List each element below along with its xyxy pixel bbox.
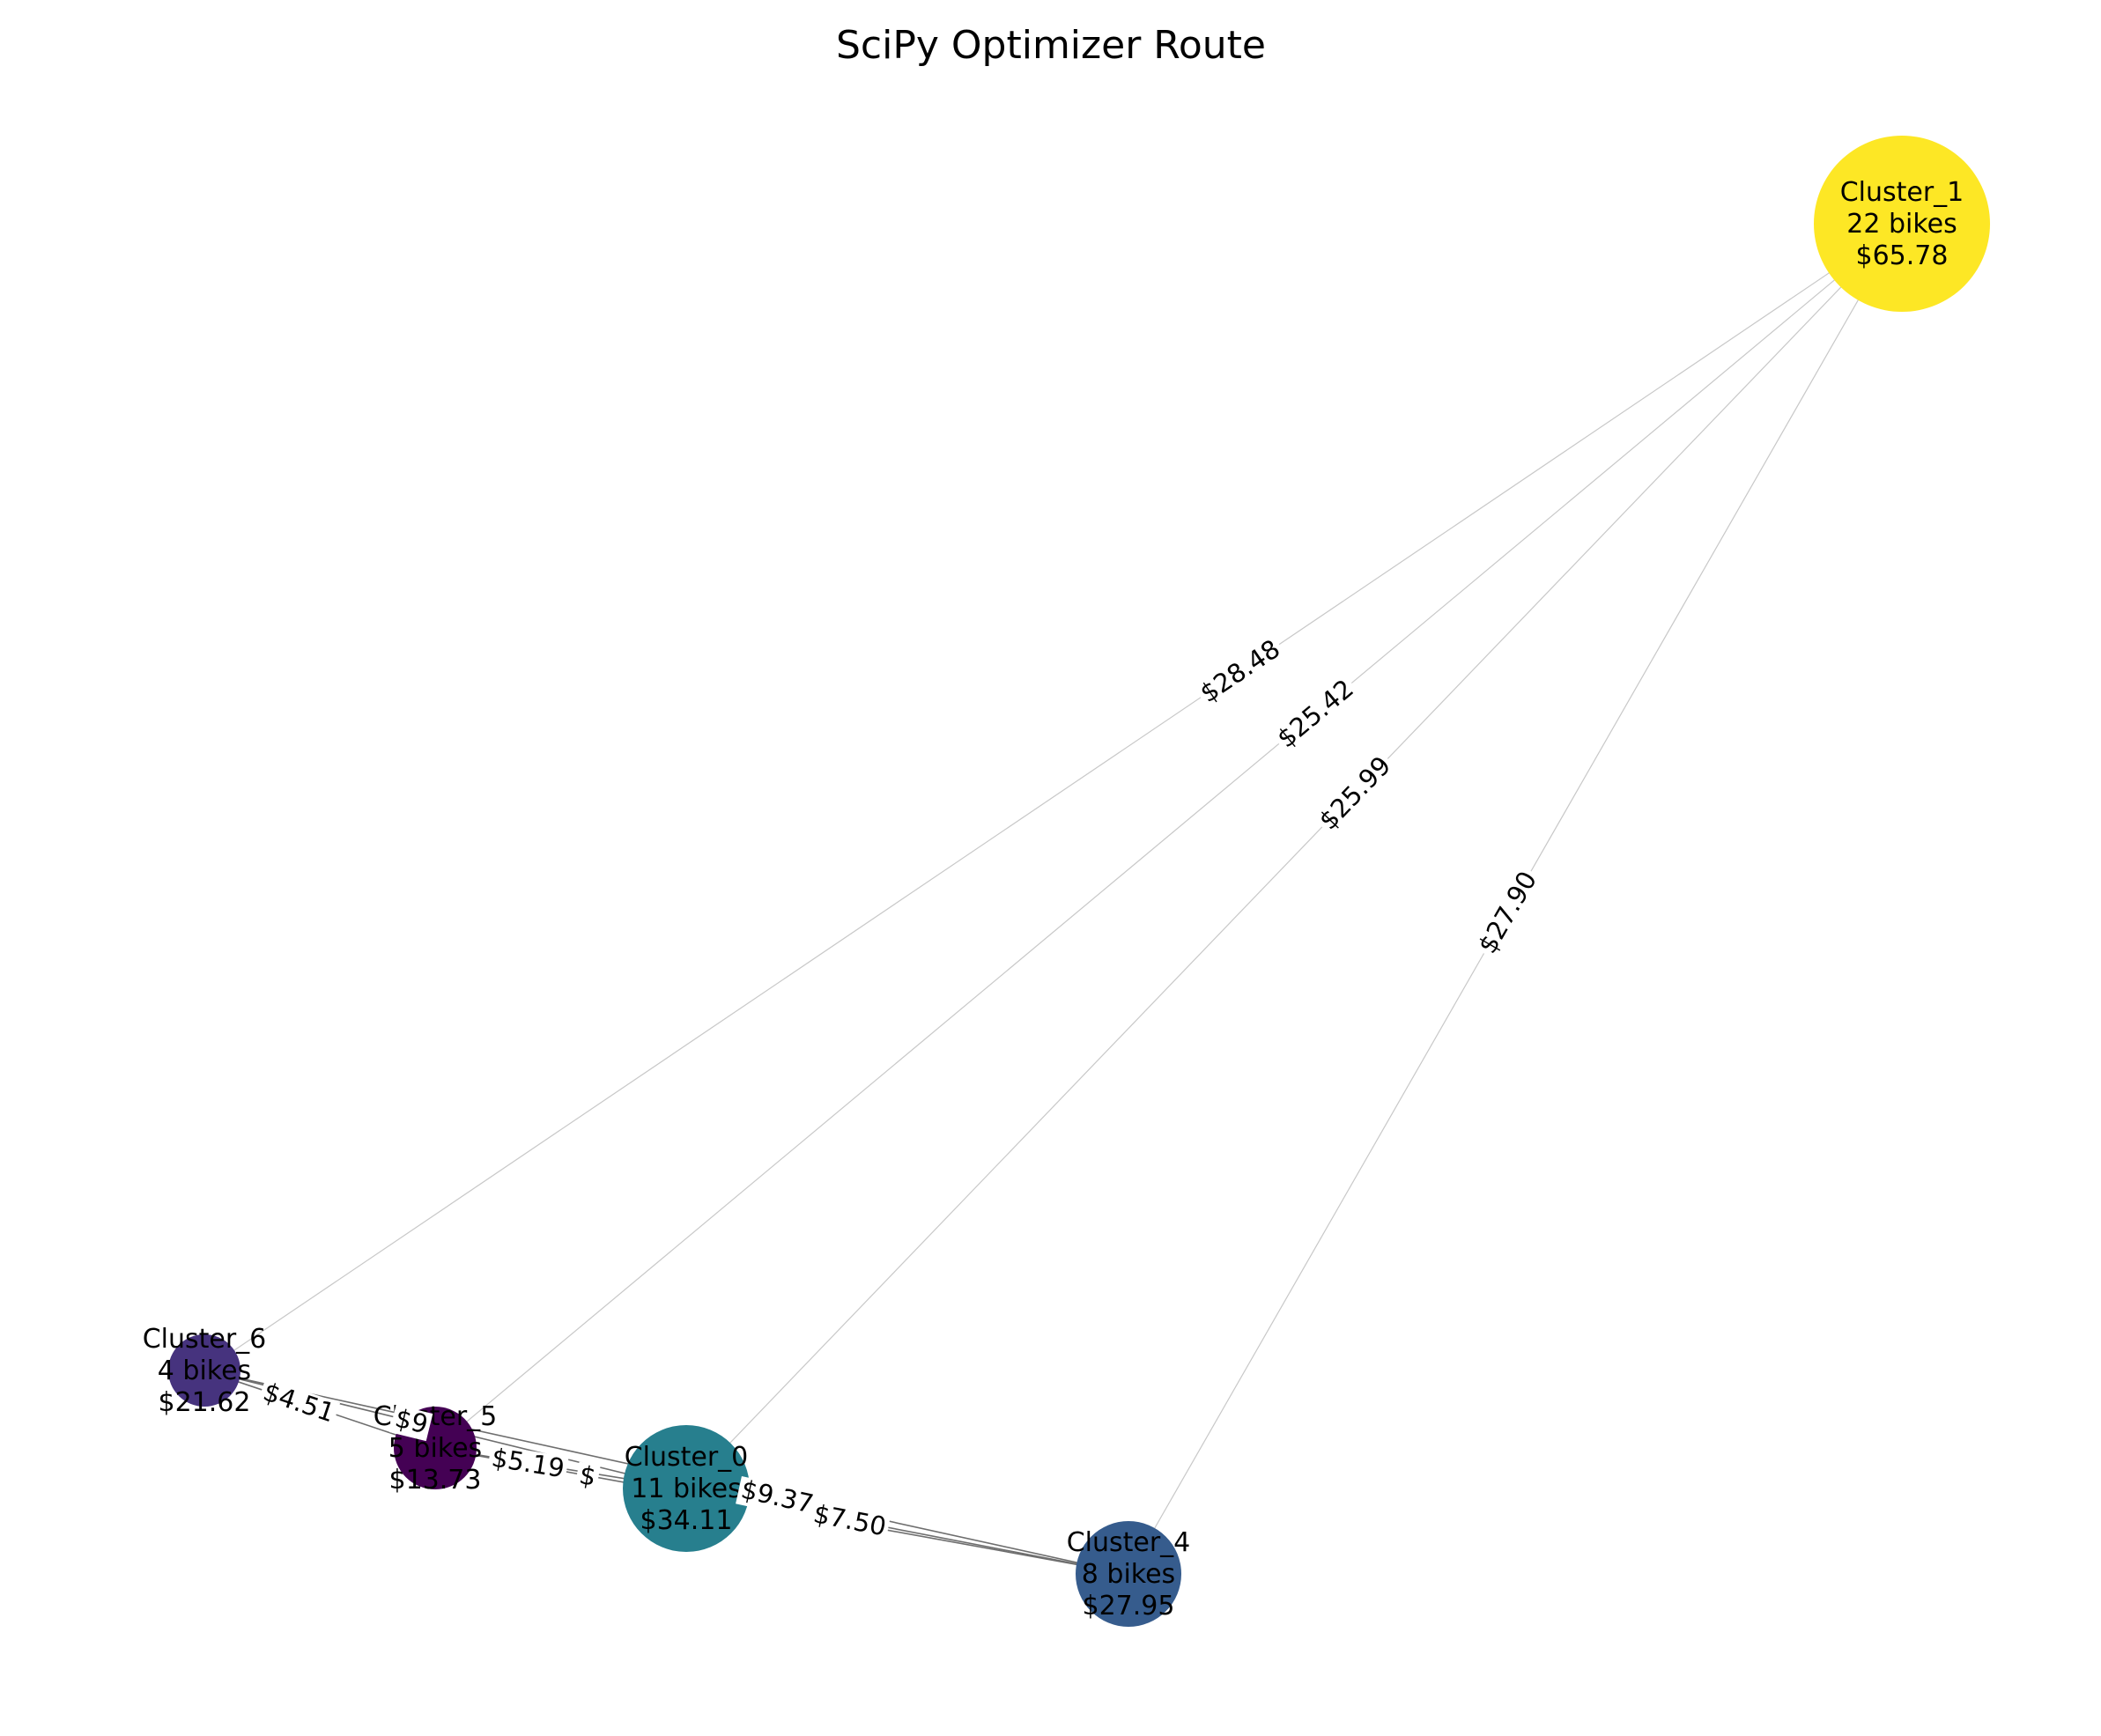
edge-label-background	[486, 1444, 569, 1485]
node-label-cost: $34.11	[640, 1505, 733, 1536]
edge-label-group: $27.90	[1472, 865, 1545, 962]
edge-label-background	[808, 1500, 891, 1544]
node-label-bikes: 8 bikes	[1082, 1559, 1175, 1590]
edge-label-background	[1313, 750, 1400, 838]
edge-label-background	[1270, 673, 1362, 757]
edge-label: $4.51	[260, 1377, 339, 1429]
edge-label-group: $	[573, 1459, 601, 1494]
edge-label-group: $4.51	[256, 1377, 341, 1430]
node-label-cost: $27.95	[1083, 1591, 1175, 1621]
node-cluster-4[interactable]	[1076, 1521, 1181, 1627]
edge-label-background	[736, 1475, 818, 1521]
edge-label: $5.19	[490, 1443, 566, 1484]
node-label-bikes: 11 bikes	[631, 1474, 741, 1504]
edge-label-group: $25.99	[1313, 750, 1400, 838]
node-label-cost: $65.78	[1856, 240, 1949, 271]
node-label-name: Cluster_0	[625, 1442, 749, 1473]
node-label-bikes: 22 bikes	[1846, 209, 1957, 240]
node-label-cost: $21.62	[159, 1387, 251, 1418]
node-label-bikes: 5 bikes	[388, 1433, 482, 1464]
edge-cluster-1-cluster-6	[203, 223, 1903, 1371]
edge-label-background	[1194, 634, 1289, 711]
edge-label-background	[256, 1378, 341, 1430]
edge-label-group: $9	[389, 1403, 433, 1442]
node-cluster-6[interactable]	[168, 1334, 240, 1407]
node-label-name: Cluster_4	[1067, 1527, 1191, 1558]
edge-label: $25.99	[1313, 750, 1397, 836]
edge-cluster-1-cluster-5	[434, 223, 1903, 1449]
edge-label: $28.48	[1195, 633, 1285, 708]
edge-label-background	[389, 1404, 433, 1442]
edge-label: $27.90	[1472, 866, 1542, 958]
edge-label-background	[573, 1461, 601, 1494]
edge-label-group: $28.48	[1194, 633, 1289, 711]
edge-label-group: $9.37	[736, 1474, 818, 1521]
edge-label-background	[1473, 865, 1545, 962]
edge-cluster-1-cluster-0	[685, 223, 1903, 1489]
edge-label-group: $25.42	[1270, 673, 1362, 757]
node-label-name: Cluster_6	[143, 1324, 267, 1355]
node-label-cost: $13.73	[389, 1465, 482, 1496]
chart-title: SciPy Optimizer Route	[836, 23, 1266, 68]
edge-label: $7.50	[811, 1498, 889, 1541]
node-cluster-1[interactable]	[1814, 136, 1990, 312]
edge-label: $25.42	[1271, 673, 1359, 753]
node-cluster-0[interactable]	[623, 1425, 750, 1552]
node-label-bikes: 4 bikes	[158, 1356, 251, 1386]
edges-layer	[203, 223, 1903, 1575]
nodes-layer	[168, 136, 1990, 1627]
node-label-name: Cluster_1	[1840, 177, 1964, 208]
edge-label-group: $7.50	[808, 1498, 891, 1544]
